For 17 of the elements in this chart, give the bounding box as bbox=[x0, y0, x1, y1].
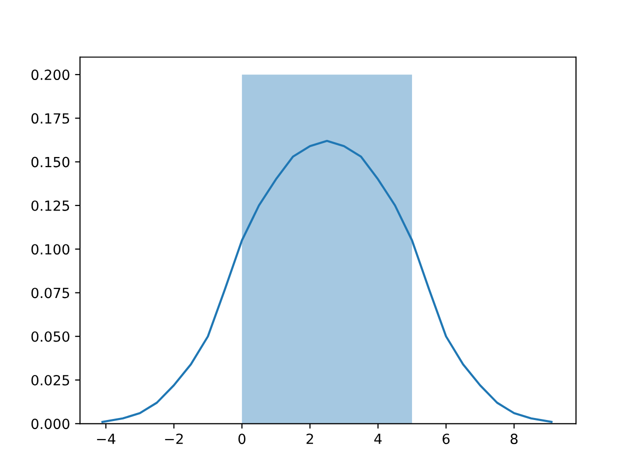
y-tick-label: 0.125 bbox=[31, 200, 70, 211]
y-tick-label: 0.075 bbox=[31, 288, 70, 298]
y-tick-label: 0.175 bbox=[31, 113, 70, 124]
x-tick-label: −2 bbox=[165, 434, 183, 444]
y-tick-label: 0.050 bbox=[31, 331, 70, 342]
x-tick-label: 4 bbox=[374, 434, 382, 444]
line-series bbox=[101, 140, 553, 423]
x-tick-label: 8 bbox=[510, 434, 518, 444]
y-tick-label: 0.025 bbox=[31, 374, 70, 386]
y-tick-label: 0.100 bbox=[31, 244, 70, 255]
y-tick-label: 0.150 bbox=[31, 156, 70, 168]
y-tick-label: 0.000 bbox=[31, 418, 70, 430]
x-tick-label: 0 bbox=[238, 434, 246, 444]
x-tick-label: 6 bbox=[442, 434, 450, 444]
y-tick-label: 0.200 bbox=[31, 70, 70, 80]
x-tick-label: 2 bbox=[306, 434, 313, 444]
x-tick-label: −4 bbox=[97, 434, 116, 444]
